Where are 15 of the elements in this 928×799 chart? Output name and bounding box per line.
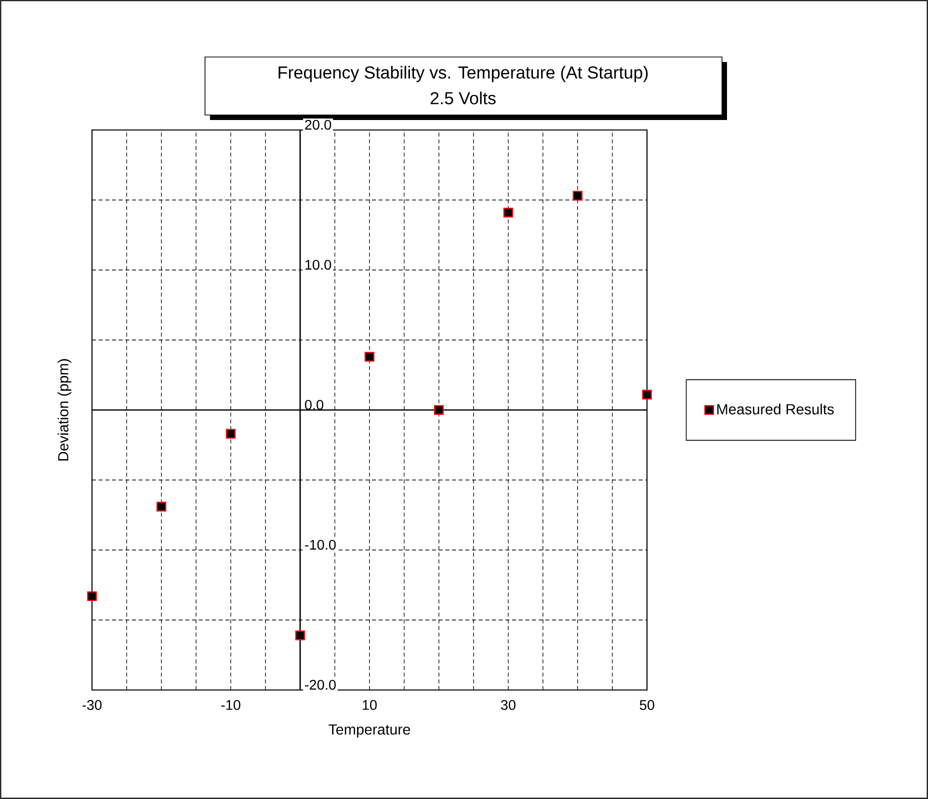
y-tick-label: -10.0 — [305, 540, 336, 550]
x-tick-label: 30 — [500, 700, 516, 710]
chart-title: Frequency Stability vs. Temperature (At Startup) — [278, 66, 648, 82]
y-axis-title: Deviation (ppm) — [58, 359, 72, 461]
x-tick-label: 10 — [362, 700, 377, 710]
legend-label: Measured Results — [717, 404, 834, 414]
y-tick-label: 10.0 — [305, 260, 332, 270]
chart-subtitle: 2.5 Volts — [430, 92, 496, 104]
y-tick-label: 20.0 — [305, 120, 332, 130]
x-tick-label: -30 — [82, 700, 102, 710]
x-axis-title: Temperature — [328, 724, 410, 738]
x-tick-label: -10 — [221, 700, 240, 710]
y-tick-label: -20.0 — [305, 680, 336, 690]
x-tick-label: 50 — [640, 700, 654, 710]
y-tick-label: 0.0 — [304, 400, 324, 410]
